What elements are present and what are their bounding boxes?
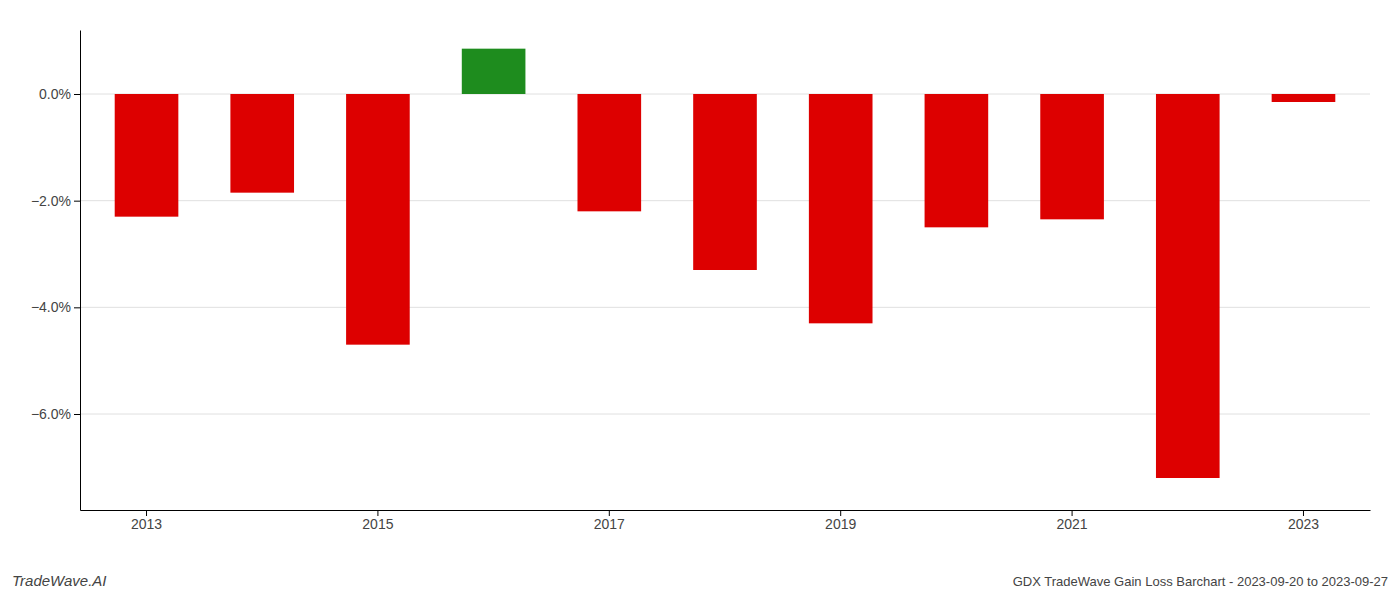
bar [925,94,989,227]
chart: 0.0%−2.0%−4.0%−6.0%201320152017201920212… [0,0,1400,600]
x-tick-label: 2023 [1288,516,1319,532]
y-tick: −2.0% [31,193,80,209]
bar [115,94,179,217]
x-tick: 2015 [362,510,393,532]
bars [115,49,1336,478]
y-tick-mark [74,414,80,415]
bar [462,49,526,94]
footer-left: TradeWave.AI [12,572,106,589]
x-tick-label: 2013 [131,516,162,532]
y-tick-mark [74,94,80,95]
x-tick-label: 2015 [362,516,393,532]
y-tick-label: −2.0% [31,193,71,209]
bar [1272,94,1336,102]
x-tick: 2017 [594,510,625,532]
y-tick: −6.0% [31,406,80,422]
x-tick: 2021 [1057,510,1088,532]
x-tick: 2013 [131,510,162,532]
x-tick-label: 2021 [1057,516,1088,532]
bar [346,94,410,345]
y-axis: 0.0% −2.0% −4.0% −6.0% [31,31,81,511]
bar [1156,94,1220,478]
bar [577,94,641,211]
y-tick-mark [74,307,80,308]
y-tick-label: 0.0% [39,86,71,102]
y-tick-label: −6.0% [31,406,71,422]
y-tick-mark [74,201,80,202]
x-axis: 2013 2015 2017 2019 2021 2023 [81,510,1371,532]
bar [693,94,757,270]
y-tick: −4.0% [31,299,80,315]
x-axis-line [81,510,1371,511]
bar [230,94,294,193]
bar [1040,94,1104,219]
y-tick: 0.0% [39,86,80,102]
y-axis-line [80,31,81,511]
footer: TradeWave.AI GDX TradeWave Gain Loss Barc… [12,572,1388,589]
x-tick-label: 2017 [594,516,625,532]
footer-right: GDX TradeWave Gain Loss Barchart - 2023-… [1013,574,1388,589]
bar [809,94,873,323]
x-tick: 2023 [1288,510,1319,532]
x-tick-label: 2019 [825,516,856,532]
y-tick-label: −4.0% [31,299,71,315]
x-tick: 2019 [825,510,856,532]
